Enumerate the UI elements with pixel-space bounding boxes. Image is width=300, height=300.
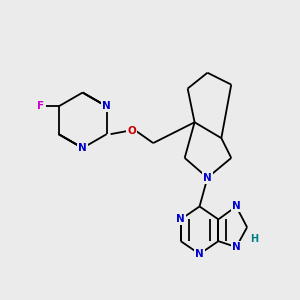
Text: N: N (195, 249, 204, 259)
Text: N: N (78, 143, 87, 153)
Text: N: N (232, 242, 241, 252)
Text: N: N (203, 173, 212, 183)
Text: N: N (176, 214, 185, 224)
Text: N: N (102, 101, 111, 111)
Text: N: N (232, 202, 241, 212)
Text: H: H (250, 234, 258, 244)
Text: O: O (127, 126, 136, 136)
Text: F: F (37, 101, 44, 111)
